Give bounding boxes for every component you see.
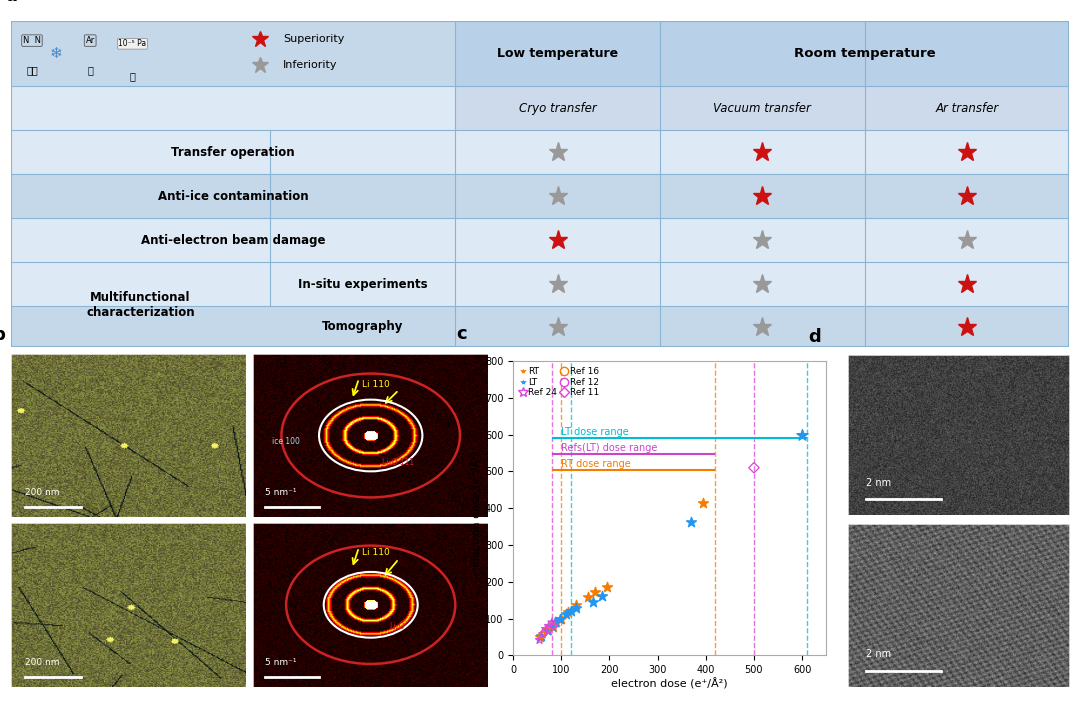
Text: Li 110: Li 110 — [362, 380, 390, 388]
Bar — [11, 175, 1069, 218]
Text: RT dose range: RT dose range — [562, 459, 631, 470]
Text: Low temperature: Low temperature — [497, 47, 618, 60]
Text: ice 100: ice 100 — [272, 437, 300, 446]
Point — [553, 613, 570, 624]
Text: Refs(LT) dose range: Refs(LT) dose range — [562, 443, 658, 453]
Text: Cryo transfer: Cryo transfer — [518, 102, 596, 115]
Point — [567, 599, 584, 611]
Point — [586, 587, 604, 598]
Text: 200 nm: 200 nm — [25, 658, 59, 667]
Point — [567, 602, 584, 613]
Point — [536, 627, 553, 638]
Text: Li₂O 111: Li₂O 111 — [382, 458, 415, 467]
Point — [579, 592, 596, 603]
Point — [543, 617, 561, 628]
Text: 200 nm: 200 nm — [25, 489, 59, 498]
Point — [534, 629, 551, 641]
Text: Inferiority: Inferiority — [283, 60, 337, 70]
Text: Ar: Ar — [85, 36, 95, 45]
Bar — [11, 306, 1069, 347]
Bar — [11, 218, 1069, 262]
Point — [563, 605, 580, 616]
Point — [532, 631, 550, 642]
Point — [594, 590, 611, 601]
Bar — [11, 262, 1069, 306]
Text: Li₂O: Li₂O — [390, 622, 405, 632]
Bar — [660, 21, 1069, 86]
Bar — [864, 86, 1069, 130]
Point — [538, 625, 555, 636]
Point — [552, 613, 569, 624]
Text: 5 nm⁻¹: 5 nm⁻¹ — [265, 489, 297, 498]
Text: Room temperature: Room temperature — [794, 47, 935, 60]
Bar — [11, 86, 1069, 130]
Text: 5 nm⁻¹: 5 nm⁻¹ — [265, 658, 297, 667]
Text: LT dose range: LT dose range — [562, 428, 629, 437]
Bar — [11, 21, 1069, 86]
Text: Anti-electron beam damage: Anti-electron beam damage — [140, 233, 325, 247]
Text: N  N: N N — [23, 36, 41, 45]
Y-axis label: electron dose (e⁺/Å²): electron dose (e⁺/Å²) — [471, 450, 482, 566]
Point — [543, 620, 561, 632]
Point — [537, 623, 554, 634]
Point — [683, 517, 700, 528]
Point — [540, 624, 557, 635]
Bar — [11, 130, 1069, 175]
Text: In-situ experiments: In-situ experiments — [298, 278, 428, 291]
Legend: RT, LT, Ref 24, Ref 16, Ref 12, Ref 11: RT, LT, Ref 24, Ref 16, Ref 12, Ref 11 — [517, 365, 600, 399]
Text: Multifunctional
characterization: Multifunctional characterization — [86, 291, 194, 319]
Text: c: c — [457, 325, 468, 343]
Bar — [456, 86, 660, 130]
Point — [544, 620, 562, 632]
Text: 2 nm: 2 nm — [865, 478, 891, 488]
Point — [559, 606, 577, 618]
Point — [535, 629, 552, 640]
Bar — [456, 21, 660, 86]
Text: ❄: ❄ — [50, 46, 63, 61]
Point — [694, 497, 712, 508]
Text: 🧍: 🧍 — [130, 72, 135, 81]
Point — [584, 597, 602, 608]
Text: 🧍🧍: 🧍🧍 — [26, 65, 38, 75]
Text: Vacuum transfer: Vacuum transfer — [713, 102, 811, 115]
Point — [794, 429, 811, 440]
Bar — [660, 86, 864, 130]
Text: Anti-ice contamination: Anti-ice contamination — [158, 190, 309, 203]
Text: 🧍: 🧍 — [87, 65, 93, 75]
Point — [557, 608, 575, 620]
Point — [598, 582, 616, 593]
Point — [540, 620, 557, 632]
Point — [538, 625, 555, 636]
Point — [544, 620, 562, 632]
Text: d: d — [808, 328, 821, 346]
Point — [745, 462, 762, 473]
Text: Ar transfer: Ar transfer — [935, 102, 998, 115]
Text: Transfer operation: Transfer operation — [172, 146, 295, 158]
Point — [531, 634, 549, 646]
Point — [531, 632, 549, 643]
X-axis label: electron dose (e⁺/Å²): electron dose (e⁺/Å²) — [611, 678, 728, 689]
Point — [548, 617, 565, 628]
Text: 2 nm: 2 nm — [865, 649, 891, 659]
Text: a: a — [5, 0, 17, 5]
Text: b: b — [0, 326, 5, 344]
Point — [546, 617, 564, 628]
Point — [544, 621, 562, 632]
Text: 10⁻⁵ Pa: 10⁻⁵ Pa — [119, 39, 147, 48]
Text: Li 110: Li 110 — [362, 548, 390, 557]
Text: Superiority: Superiority — [283, 34, 345, 44]
Point — [539, 625, 556, 636]
Text: Tomography: Tomography — [322, 320, 404, 333]
